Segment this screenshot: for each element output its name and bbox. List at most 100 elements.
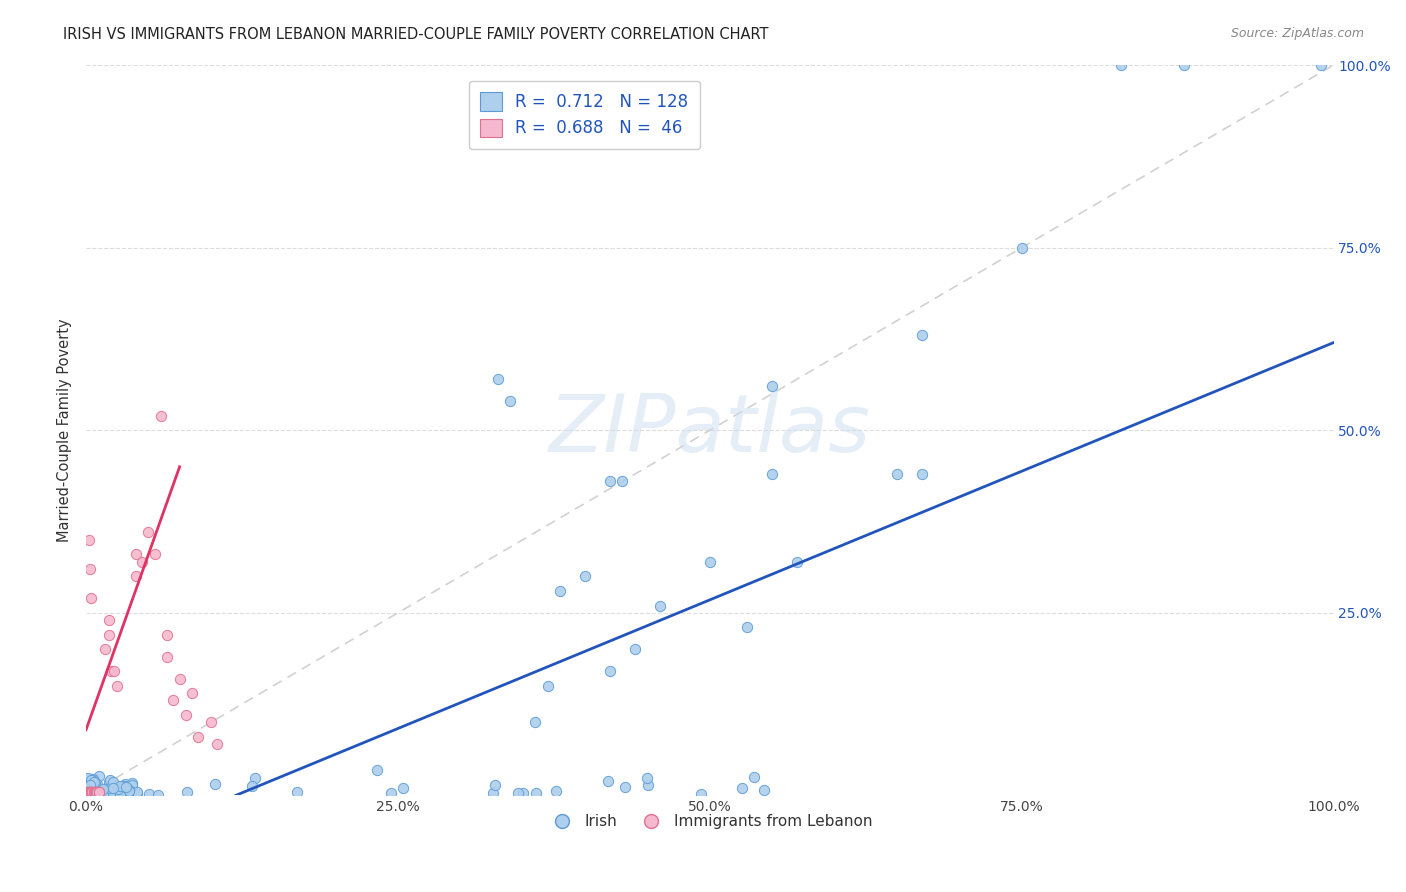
Point [79, 785, 101, 799]
Point [75, 786, 97, 800]
Point [637, 778, 659, 792]
Point [187, 730, 209, 744]
Point [146, 788, 169, 802]
Point [103, 665, 125, 679]
Point [87, 783, 110, 797]
Point [599, 475, 621, 489]
Point [205, 737, 228, 751]
Point [80, 785, 103, 799]
Point [84, 780, 107, 795]
Point [366, 763, 388, 777]
Point [94, 784, 117, 798]
Point [75, 783, 97, 797]
Point [84, 784, 107, 798]
Point [1011, 241, 1033, 255]
Point [544, 784, 567, 798]
Point [118, 784, 141, 798]
Point [911, 467, 934, 481]
Point [169, 672, 191, 686]
Point [82, 772, 104, 787]
Point [82, 785, 104, 799]
Point [77, 533, 100, 547]
Point [80, 785, 103, 799]
Point [624, 642, 647, 657]
Point [107, 788, 129, 802]
Point [87, 768, 110, 782]
Point [86, 777, 108, 791]
Point [114, 782, 136, 797]
Point [127, 787, 149, 801]
Point [83, 784, 105, 798]
Point [125, 785, 148, 799]
Point [84, 776, 107, 790]
Point [77, 779, 100, 793]
Point [204, 777, 226, 791]
Point [79, 778, 101, 792]
Legend: Irish, Immigrants from Lebanon: Irish, Immigrants from Lebanon [541, 808, 879, 835]
Point [699, 555, 721, 569]
Point [101, 785, 124, 799]
Point [392, 780, 415, 795]
Point [93, 787, 115, 801]
Point [115, 781, 138, 796]
Point [112, 782, 135, 797]
Point [524, 715, 547, 730]
Point [97, 628, 120, 642]
Point [114, 777, 136, 791]
Point [79, 785, 101, 799]
Point [80, 773, 103, 788]
Point [79, 782, 101, 797]
Point [90, 787, 112, 801]
Point [80, 787, 103, 801]
Point [77, 783, 100, 797]
Point [162, 693, 184, 707]
Point [77, 787, 100, 801]
Point [499, 394, 522, 409]
Text: IRISH VS IMMIGRANTS FROM LEBANON MARRIED-COUPLE FAMILY POVERTY CORRELATION CHART: IRISH VS IMMIGRANTS FROM LEBANON MARRIED… [63, 27, 769, 42]
Point [77, 785, 100, 799]
Point [84, 785, 107, 799]
Point [108, 789, 131, 803]
Point [243, 771, 266, 785]
Point [76, 785, 98, 799]
Point [484, 778, 506, 792]
Point [200, 715, 222, 730]
Point [83, 777, 105, 791]
Point [89, 783, 111, 797]
Point [87, 785, 110, 799]
Y-axis label: Married-Couple Family Poverty: Married-Couple Family Poverty [58, 318, 72, 542]
Point [87, 786, 110, 800]
Point [82, 773, 104, 788]
Point [156, 649, 179, 664]
Point [482, 786, 505, 800]
Point [536, 679, 558, 693]
Point [76, 784, 98, 798]
Point [80, 788, 103, 802]
Point [598, 773, 620, 788]
Point [79, 780, 101, 795]
Text: ZIPatlas: ZIPatlas [548, 392, 870, 469]
Point [91, 786, 114, 800]
Point [80, 782, 103, 797]
Text: Source: ZipAtlas.com: Source: ZipAtlas.com [1230, 27, 1364, 40]
Point [105, 679, 128, 693]
Point [101, 775, 124, 789]
Point [86, 789, 108, 803]
Point [79, 785, 101, 799]
Point [82, 780, 104, 794]
Point [87, 782, 110, 797]
Point [110, 784, 132, 798]
Point [98, 773, 121, 788]
Point [599, 665, 621, 679]
Point [125, 569, 148, 583]
Point [107, 788, 129, 802]
Point [83, 785, 105, 799]
Point [574, 569, 596, 583]
Point [84, 785, 107, 799]
Point [512, 786, 534, 800]
Point [181, 686, 204, 700]
Point [101, 786, 124, 800]
Point [1173, 58, 1195, 72]
Point [98, 786, 121, 800]
Point [285, 785, 308, 799]
